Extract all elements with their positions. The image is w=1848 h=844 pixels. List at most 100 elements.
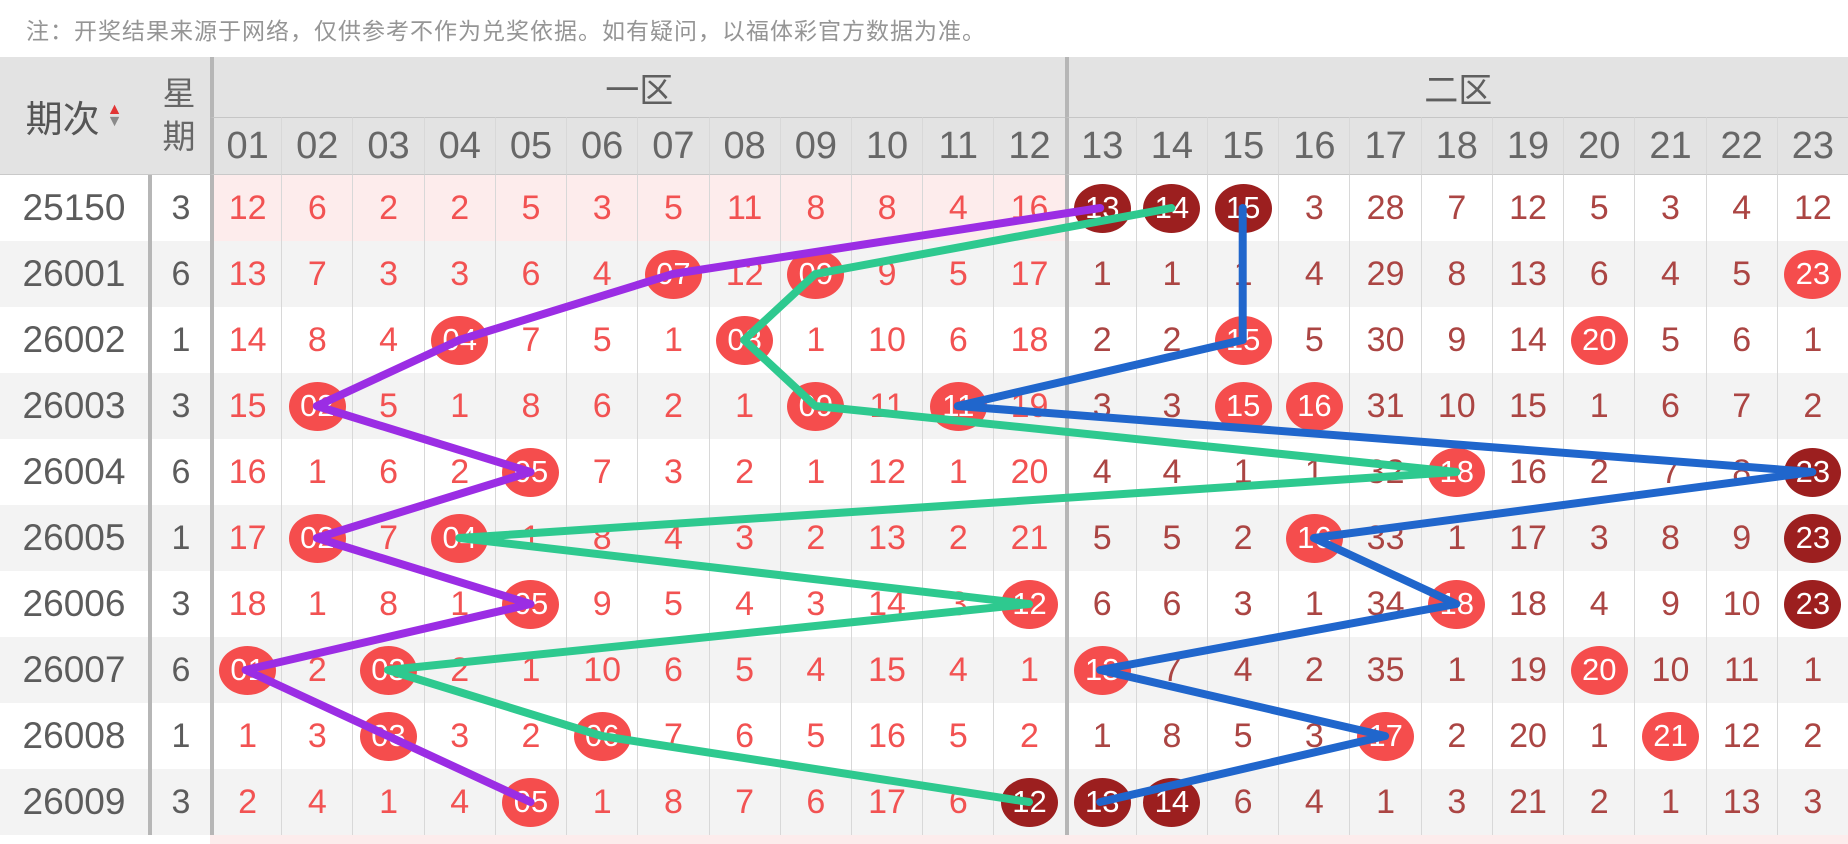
number-cell: 12 xyxy=(708,241,780,307)
number-cell: 15 xyxy=(1207,373,1279,439)
drawn-number-ball: 21 xyxy=(1641,711,1699,761)
column-header-01: 01 xyxy=(210,117,282,175)
number-cell: 1 xyxy=(779,307,851,373)
number-cell: 1 xyxy=(352,769,424,835)
zone1-header: 一区 xyxy=(210,57,1065,117)
period-cell: 25150 xyxy=(0,175,148,241)
number-cell: 6 xyxy=(779,769,851,835)
number-cell: 8 xyxy=(1634,505,1706,571)
column-header-04: 04 xyxy=(423,117,495,175)
number-cell: 10 xyxy=(850,307,923,373)
number-cell: 13 xyxy=(850,505,923,571)
number-cell: 12 xyxy=(850,439,923,505)
week-column-header: 星期 xyxy=(148,57,210,175)
number-cell: 1 xyxy=(779,439,851,505)
number-cell: 8 xyxy=(281,307,353,373)
number-cell: 17 xyxy=(210,505,282,571)
number-cell: 1 xyxy=(423,373,495,439)
number-cell: 12 xyxy=(1491,175,1564,241)
number-cell: 6 xyxy=(494,241,567,307)
number-cell: 7 xyxy=(494,307,567,373)
zone2-header: 二区 xyxy=(1064,57,1848,117)
number-cell: 1 xyxy=(1634,769,1706,835)
number-cell: 1 xyxy=(1064,703,1136,769)
column-header-11: 11 xyxy=(922,117,994,175)
number-cell: 7 xyxy=(1705,373,1777,439)
drawn-number-ball: 13 xyxy=(1073,777,1131,827)
number-cell: 4 xyxy=(1135,439,1208,505)
number-cell: 3 xyxy=(922,571,994,637)
drawn-number-ball: 06 xyxy=(573,711,631,761)
drawn-number-ball: 04 xyxy=(431,513,489,563)
number-cell: 2 xyxy=(1064,307,1136,373)
number-cell: 14 xyxy=(1491,307,1564,373)
number-cell: 23 xyxy=(1776,439,1848,505)
number-cell: 6 xyxy=(1634,373,1706,439)
number-cell: 2 xyxy=(1135,307,1208,373)
number-cell: 31 xyxy=(1349,373,1421,439)
number-cell: 1 xyxy=(281,439,353,505)
number-cell: 03 xyxy=(352,637,424,703)
sort-desc-icon[interactable] xyxy=(107,116,123,128)
number-cell: 13 xyxy=(1064,175,1136,241)
number-cell: 16 xyxy=(993,175,1065,241)
number-cell: 1 xyxy=(993,637,1065,703)
number-cell: 4 xyxy=(1705,175,1777,241)
number-cell: 01 xyxy=(210,637,282,703)
number-cell: 13 xyxy=(1064,769,1136,835)
number-cell: 4 xyxy=(352,307,424,373)
number-cell: 3 xyxy=(637,439,709,505)
number-cell: 10 xyxy=(1420,373,1492,439)
number-cell: 2 xyxy=(708,439,780,505)
number-cell: 4 xyxy=(922,175,994,241)
number-cell: 1 xyxy=(1776,307,1848,373)
number-cell: 1 xyxy=(1278,439,1350,505)
number-cell: 18 xyxy=(1491,571,1564,637)
number-cell: 5 xyxy=(922,703,994,769)
drawn-number-ball: 16 xyxy=(1285,513,1343,563)
number-cell: 2 xyxy=(423,175,495,241)
week-cell: 3 xyxy=(148,373,210,439)
column-header-22: 22 xyxy=(1705,117,1777,175)
sort-icons[interactable] xyxy=(107,104,123,127)
period-cell: 26008 xyxy=(0,703,148,769)
drawn-number-ball: 23 xyxy=(1784,579,1842,629)
column-header-19: 19 xyxy=(1491,117,1564,175)
number-cell: 16 xyxy=(1278,505,1350,571)
drawn-number-ball: 09 xyxy=(787,249,845,299)
number-cell: 21 xyxy=(1491,769,1564,835)
number-cell: 34 xyxy=(1349,571,1421,637)
week-header-label: 星期 xyxy=(162,74,196,155)
number-cell: 05 xyxy=(494,571,567,637)
number-cell: 3 xyxy=(423,703,495,769)
number-cell: 6 xyxy=(1563,241,1635,307)
number-cell: 4 xyxy=(1064,439,1136,505)
number-cell: 2 xyxy=(1776,373,1848,439)
number-cell: 12 xyxy=(210,175,282,241)
number-cell: 1 xyxy=(1349,769,1421,835)
column-header-23: 23 xyxy=(1776,117,1848,175)
number-cell: 17 xyxy=(1491,505,1564,571)
number-cell: 3 xyxy=(1420,769,1492,835)
number-cell: 4 xyxy=(922,637,994,703)
number-cell: 5 xyxy=(1064,505,1136,571)
number-cell: 07 xyxy=(637,241,709,307)
week-cell: 6 xyxy=(148,637,210,703)
period-column-header[interactable]: 期次 xyxy=(0,57,148,175)
number-cell: 5 xyxy=(637,175,709,241)
number-cell: 02 xyxy=(281,373,353,439)
number-cell: 18 xyxy=(1420,571,1492,637)
number-cell: 3 xyxy=(1563,505,1635,571)
drawn-number-ball: 15 xyxy=(1214,315,1272,365)
number-cell: 23 xyxy=(1776,571,1848,637)
drawn-number-ball: 20 xyxy=(1570,315,1628,365)
number-cell: 13 xyxy=(210,241,282,307)
drawn-number-ball: 05 xyxy=(502,777,560,827)
drawn-number-ball: 14 xyxy=(1143,777,1201,827)
number-cell: 10 xyxy=(1705,571,1777,637)
number-cell: 11 xyxy=(850,373,923,439)
column-header-10: 10 xyxy=(850,117,923,175)
week-cell: 3 xyxy=(148,769,210,835)
column-header-13: 13 xyxy=(1064,117,1136,175)
column-header-03: 03 xyxy=(352,117,424,175)
